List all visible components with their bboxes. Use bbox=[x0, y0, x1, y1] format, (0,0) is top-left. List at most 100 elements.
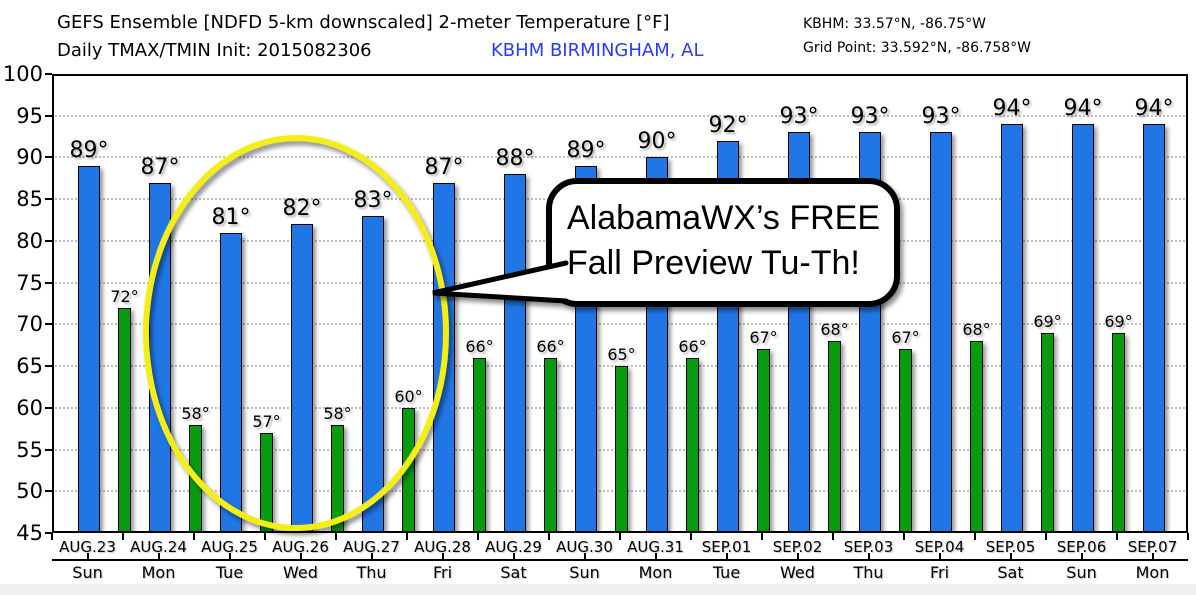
tmin-value-label: 57° bbox=[252, 411, 281, 431]
weekday-tick bbox=[867, 553, 870, 559]
tmin-value-label: 65° bbox=[607, 345, 636, 365]
tmax-value-label: 94° bbox=[1063, 96, 1103, 122]
gridline bbox=[52, 156, 1188, 159]
x-tick bbox=[761, 533, 763, 540]
weekday-tick bbox=[370, 553, 373, 559]
tmin-value-label: 67° bbox=[749, 328, 778, 348]
tmin-bar bbox=[828, 341, 841, 533]
weekday-label: Sat bbox=[997, 563, 1024, 582]
weekday-label: Wed bbox=[780, 563, 815, 582]
x-tick bbox=[51, 533, 53, 540]
tmin-value-label: 66° bbox=[536, 336, 565, 356]
x-tick bbox=[335, 533, 337, 540]
y-tick-label: 90 bbox=[16, 145, 43, 170]
y-tick bbox=[45, 198, 52, 201]
y-tick-label: 80 bbox=[16, 228, 43, 253]
date-label: SEP.02 bbox=[772, 538, 823, 556]
tmin-bar bbox=[544, 357, 557, 533]
tmin-bar bbox=[1041, 332, 1054, 533]
x-tick bbox=[477, 533, 479, 540]
tmin-value-label: 67° bbox=[891, 328, 920, 348]
tmin-value-label: 69° bbox=[1033, 311, 1062, 331]
tmax-value-label: 87° bbox=[424, 154, 464, 180]
y-tick bbox=[45, 114, 52, 117]
y-tick-label: 60 bbox=[16, 395, 43, 420]
weekday-label: Mon bbox=[141, 563, 176, 582]
weekday-tick bbox=[583, 553, 586, 559]
tmax-value-label: 88° bbox=[495, 146, 535, 172]
tmax-value-label: 89° bbox=[69, 137, 109, 163]
x-tick bbox=[1116, 533, 1118, 540]
weekday-tick bbox=[1080, 553, 1083, 559]
y-tick-label: 70 bbox=[16, 312, 43, 337]
tmin-value-label: 60° bbox=[394, 386, 423, 406]
weekday-tick bbox=[1009, 553, 1012, 559]
tmax-bar bbox=[78, 165, 100, 533]
chart-title: GEFS Ensemble [NDFD 5-km downscaled] 2-m… bbox=[57, 12, 670, 33]
tmax-bar bbox=[433, 182, 455, 533]
y-tick bbox=[45, 490, 52, 493]
y-tick-label: 50 bbox=[16, 479, 43, 504]
bottom-strip bbox=[0, 584, 1196, 595]
weekday-tick bbox=[654, 553, 657, 559]
y-tick bbox=[45, 448, 52, 451]
weekday-tick bbox=[441, 553, 444, 559]
chart-subtitle: Daily TMAX/TMIN Init: 2015082306 bbox=[57, 40, 372, 61]
tmax-bar bbox=[220, 232, 242, 533]
date-label: AUG.31 bbox=[627, 538, 684, 556]
weekday-label: Tue bbox=[215, 563, 244, 582]
tmax-bar bbox=[1143, 124, 1165, 533]
bubble-line-2: Fall Preview Tu-Th! bbox=[567, 244, 860, 282]
bubble-line-1: AlabamaWX’s FREE bbox=[567, 199, 881, 237]
x-tick bbox=[619, 533, 621, 540]
weekday-tick bbox=[157, 553, 160, 559]
speech-bubble-text: AlabamaWX’s FREE Fall Preview Tu-Th! bbox=[567, 196, 897, 286]
weekday-label: Thu bbox=[853, 563, 884, 582]
gridline bbox=[52, 114, 1188, 117]
weekday-label: Fri bbox=[432, 563, 453, 582]
tmin-bar bbox=[686, 357, 699, 533]
weekday-axis-line bbox=[52, 559, 1188, 561]
x-tick bbox=[832, 533, 834, 540]
x-tick bbox=[1045, 533, 1047, 540]
y-tick-label: 85 bbox=[16, 187, 43, 212]
tmin-bar bbox=[402, 407, 415, 533]
gridline bbox=[52, 323, 1188, 326]
y-tick-label: 65 bbox=[16, 354, 43, 379]
tmin-bar bbox=[189, 424, 202, 533]
y-tick bbox=[45, 532, 52, 534]
y-tick bbox=[45, 406, 52, 409]
date-label: SEP.05 bbox=[985, 538, 1036, 556]
weekday-label: Sun bbox=[569, 563, 600, 582]
tmax-value-label: 92° bbox=[708, 112, 748, 138]
y-tick bbox=[45, 156, 52, 159]
tmin-value-label: 66° bbox=[465, 336, 494, 356]
date-label: AUG.25 bbox=[201, 538, 258, 556]
tmax-value-label: 90° bbox=[637, 129, 677, 155]
tmin-value-label: 68° bbox=[820, 320, 849, 340]
tmin-bar bbox=[473, 357, 486, 533]
date-label: AUG.24 bbox=[130, 538, 187, 556]
tmax-value-label: 93° bbox=[850, 104, 890, 130]
x-tick bbox=[1187, 533, 1189, 540]
weekday-tick bbox=[796, 553, 799, 559]
date-label: SEP.01 bbox=[701, 538, 752, 556]
x-tick bbox=[548, 533, 550, 540]
y-tick bbox=[45, 239, 52, 242]
weekday-tick bbox=[938, 553, 941, 559]
weekday-label: Sun bbox=[1066, 563, 1097, 582]
y-tick bbox=[45, 323, 52, 326]
weekday-label: Mon bbox=[638, 563, 673, 582]
date-label: AUG.28 bbox=[414, 538, 471, 556]
weekday-label: Sun bbox=[72, 563, 103, 582]
weekday-label: Fri bbox=[929, 563, 950, 582]
tmax-value-label: 83° bbox=[353, 187, 393, 213]
weekday-tick bbox=[86, 553, 89, 559]
date-label: SEP.07 bbox=[1127, 538, 1178, 556]
date-label: SEP.04 bbox=[914, 538, 965, 556]
tmax-bar bbox=[291, 224, 313, 533]
plot-area: 89° 72° 87° 58° 81° 57° 82° 58° 83° 60° 87° 66° 88° 6… bbox=[52, 74, 1188, 533]
weekday-label: Tue bbox=[712, 563, 741, 582]
tmin-value-label: 58° bbox=[181, 403, 210, 423]
